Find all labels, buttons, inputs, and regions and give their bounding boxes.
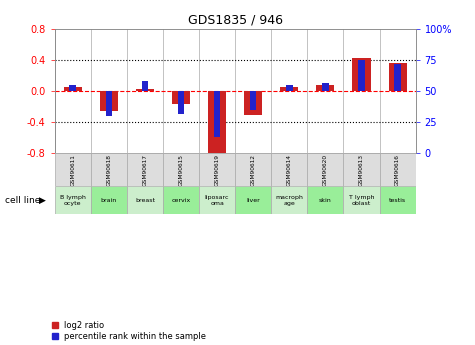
- FancyBboxPatch shape: [235, 186, 271, 214]
- Legend: log2 ratio, percentile rank within the sample: log2 ratio, percentile rank within the s…: [52, 321, 206, 341]
- Bar: [244, 91, 262, 115]
- FancyBboxPatch shape: [343, 186, 380, 214]
- FancyBboxPatch shape: [127, 153, 163, 186]
- Text: breast: breast: [135, 198, 155, 203]
- Bar: [178, 91, 184, 114]
- FancyBboxPatch shape: [307, 153, 343, 186]
- Title: GDS1835 / 946: GDS1835 / 946: [188, 14, 283, 27]
- FancyBboxPatch shape: [163, 186, 199, 214]
- Bar: [352, 58, 370, 91]
- FancyBboxPatch shape: [55, 186, 91, 214]
- FancyBboxPatch shape: [55, 153, 91, 186]
- Bar: [64, 87, 82, 91]
- FancyBboxPatch shape: [380, 186, 416, 214]
- Bar: [250, 91, 256, 110]
- Bar: [100, 91, 118, 111]
- Text: brain: brain: [101, 198, 117, 203]
- Text: GSM90620: GSM90620: [323, 154, 328, 186]
- Text: GSM90616: GSM90616: [395, 154, 400, 186]
- Bar: [358, 60, 365, 91]
- Bar: [142, 81, 148, 91]
- Bar: [394, 64, 401, 91]
- FancyBboxPatch shape: [307, 186, 343, 214]
- Bar: [286, 85, 293, 91]
- FancyBboxPatch shape: [91, 186, 127, 214]
- Bar: [172, 91, 190, 104]
- Text: GSM90614: GSM90614: [287, 154, 292, 186]
- Text: GSM90619: GSM90619: [215, 154, 219, 186]
- Text: skin: skin: [319, 198, 332, 203]
- Text: cell line: cell line: [5, 196, 40, 205]
- Text: GSM90615: GSM90615: [179, 154, 183, 186]
- FancyBboxPatch shape: [235, 153, 271, 186]
- Text: GSM90617: GSM90617: [142, 154, 147, 186]
- FancyBboxPatch shape: [163, 153, 199, 186]
- Bar: [105, 91, 112, 116]
- Text: liver: liver: [247, 198, 260, 203]
- Bar: [136, 89, 154, 91]
- Bar: [316, 85, 334, 91]
- Bar: [214, 91, 220, 137]
- Text: liposarc
oma: liposarc oma: [205, 195, 229, 206]
- Text: GSM90613: GSM90613: [359, 154, 364, 186]
- Text: testis: testis: [389, 198, 406, 203]
- Text: B lymph
ocyte: B lymph ocyte: [60, 195, 86, 206]
- FancyBboxPatch shape: [127, 186, 163, 214]
- Bar: [322, 83, 329, 91]
- Bar: [389, 63, 407, 91]
- FancyBboxPatch shape: [271, 186, 307, 214]
- Bar: [208, 91, 226, 155]
- Text: GSM90618: GSM90618: [106, 154, 111, 186]
- Text: GSM90612: GSM90612: [251, 154, 256, 186]
- Text: cervix: cervix: [171, 198, 190, 203]
- Text: ▶: ▶: [39, 196, 46, 205]
- FancyBboxPatch shape: [91, 153, 127, 186]
- FancyBboxPatch shape: [271, 153, 307, 186]
- FancyBboxPatch shape: [199, 186, 235, 214]
- Text: T lymph
oblast: T lymph oblast: [349, 195, 374, 206]
- Bar: [69, 85, 76, 91]
- Text: macroph
age: macroph age: [276, 195, 303, 206]
- FancyBboxPatch shape: [380, 153, 416, 186]
- Bar: [280, 87, 298, 91]
- FancyBboxPatch shape: [343, 153, 380, 186]
- Text: GSM90611: GSM90611: [70, 154, 75, 186]
- FancyBboxPatch shape: [199, 153, 235, 186]
